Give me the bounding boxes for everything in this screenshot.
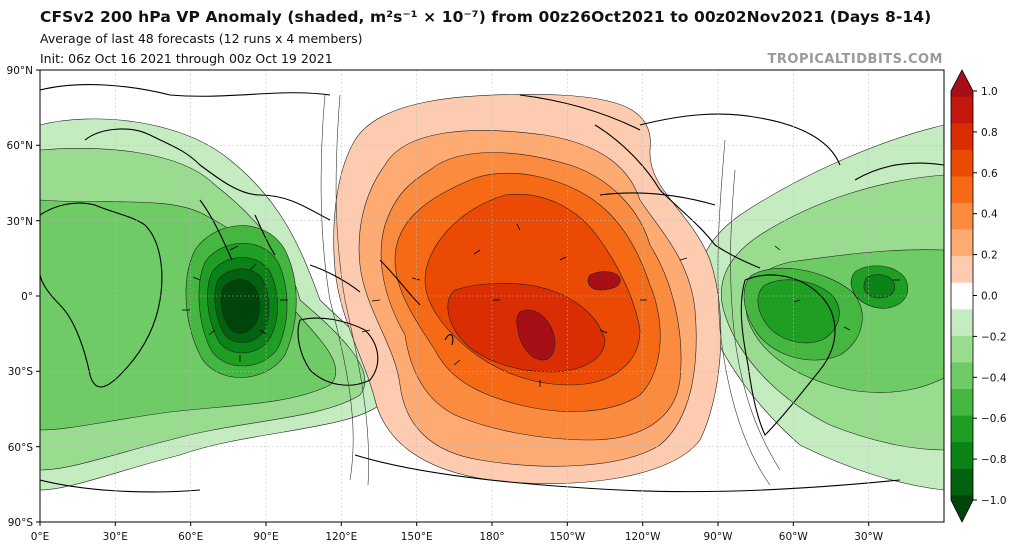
graticule (40, 70, 944, 522)
lon-label: 30°W (854, 531, 884, 543)
lat-axis: 90°N 60°N 30°N 0° 30°S 60°S 90°S (7, 65, 40, 529)
lat-label: 60°N (7, 140, 33, 152)
lon-label: 120°E (325, 531, 357, 543)
colorbar-swatch (951, 362, 973, 390)
colorbar-swatch (951, 176, 973, 204)
init-label: Init: 06z Oct 16 2021 through 00z Oct 19… (40, 51, 333, 66)
lon-label: 180° (479, 531, 504, 543)
colorbar-swatch (951, 335, 973, 363)
negative-anomaly-atlantic (698, 124, 944, 491)
colorbar-swatch (951, 282, 973, 310)
lon-label: 60°W (779, 531, 809, 543)
colorbar-swatch (951, 123, 973, 151)
brand-watermark: TROPICALTIDBITS.COM (767, 52, 943, 67)
lon-axis: 0°E 30°E 60°E 90°E 120°E 150°E 180° 150°… (31, 522, 884, 543)
chart-subtitle: Average of last 48 forecasts (12 runs x … (40, 31, 363, 46)
colorbar-label: 0.0 (981, 291, 998, 303)
colorbar-swatch (951, 442, 973, 470)
colorbar-label: 0.8 (981, 127, 998, 139)
lat-label: 90°S (8, 517, 34, 529)
colorbar-swatch (951, 309, 973, 337)
colorbar-label: −0.2 (981, 331, 1007, 343)
colorbar-label: 1.0 (981, 86, 998, 98)
lon-label: 90°W (704, 531, 734, 543)
colorbar-label: −1.0 (981, 495, 1007, 507)
colorbar-swatch (951, 229, 973, 257)
lon-label: 120°W (625, 531, 661, 543)
colorbar-swatch (951, 96, 973, 124)
negative-anomaly-region (40, 118, 387, 491)
colorbar-label: −0.8 (981, 454, 1007, 466)
lon-label: 150°W (549, 531, 585, 543)
lon-label: 60°E (178, 531, 203, 543)
wind-vectors (182, 223, 900, 387)
lat-label: 30°S (8, 366, 34, 378)
lon-label: 150°E (401, 531, 433, 543)
colorbar-swatch (951, 256, 973, 284)
colorbar: 1.0 0.8 0.6 0.4 0.2 0.0 −0.2 −0.4 −0.6 −0.8 −1.0 (950, 69, 1007, 523)
colorbar-label: −0.6 (981, 413, 1007, 425)
lat-label: 30°N (7, 216, 33, 228)
lon-label: 30°E (103, 531, 128, 543)
colorbar-swatch (951, 389, 973, 417)
colorbar-swatch (951, 70, 973, 98)
lon-label: 0°E (31, 531, 50, 543)
lat-label: 0° (21, 291, 33, 303)
colorbar-swatch (951, 468, 973, 496)
lat-label: 60°S (8, 442, 34, 454)
colorbar-swatch (951, 495, 973, 522)
lat-label: 90°N (7, 65, 33, 77)
colorbar-swatch (951, 415, 973, 443)
colorbar-label: −0.4 (981, 372, 1007, 384)
colorbar-label: 0.6 (981, 168, 998, 180)
lon-label: 90°E (253, 531, 278, 543)
positive-anomaly-region (333, 94, 722, 484)
colorbar-swatch (951, 202, 973, 231)
colorbar-label: 0.4 (981, 209, 998, 221)
chart-title: CFSv2 200 hPa VP Anomaly (shaded, m²s⁻¹ … (40, 8, 932, 26)
map-field (40, 70, 944, 522)
colorbar-label: 0.2 (981, 250, 998, 262)
colorbar-swatch (951, 149, 973, 177)
